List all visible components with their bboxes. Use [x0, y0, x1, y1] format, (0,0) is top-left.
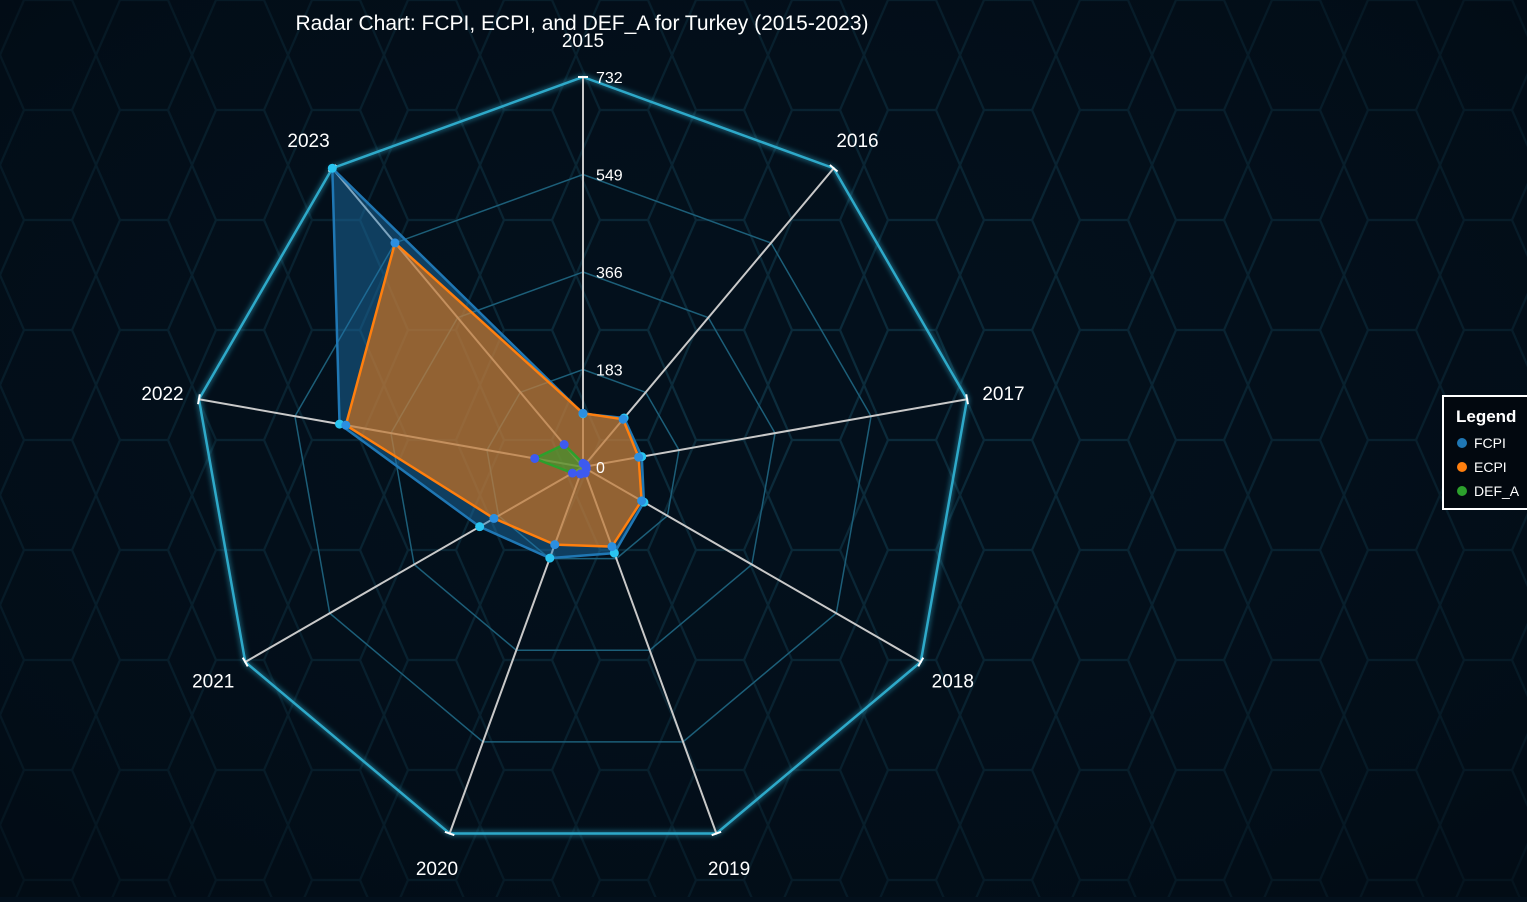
axis-tick [197, 394, 201, 405]
radar-labels: 0 183 366 549 732 2015 2016 2017 2018 2019 2020 202… [141, 31, 1024, 880]
radial-tick-label: 183 [596, 363, 623, 380]
legend-marker [1457, 462, 1467, 472]
grid-ring [294, 173, 872, 743]
data-point-def-a [559, 440, 569, 450]
data-point-def-a [530, 453, 540, 463]
data-point-ecpi [550, 540, 560, 550]
data-point-ecpi [390, 238, 400, 248]
data-point-ecpi [341, 420, 351, 430]
grid-outer-ring [197, 75, 969, 835]
legend-entry: DEF_A [1474, 483, 1520, 499]
category-label: 2016 [836, 131, 878, 152]
legend-marker [1457, 486, 1467, 496]
category-label: 2019 [708, 859, 750, 880]
category-label: 2017 [982, 384, 1024, 405]
data-point-fcpi [545, 553, 555, 563]
legend-items: FCPI ECPI DEF_A [1457, 435, 1520, 499]
data-point-ecpi [634, 452, 644, 462]
category-label: 2020 [416, 859, 458, 880]
data-point-def-a [567, 468, 577, 478]
legend-box [1442, 395, 1527, 510]
data-point-ecpi [489, 513, 499, 523]
category-label: 2021 [192, 672, 234, 693]
legend-marker [1457, 438, 1467, 448]
axis-spoke [582, 398, 968, 468]
data-point-ecpi [637, 496, 647, 506]
legend-title: Legend [1456, 407, 1516, 426]
legend-entry: FCPI [1474, 435, 1506, 451]
radial-tick-label: 366 [596, 265, 623, 282]
axis-tick [965, 394, 969, 405]
axis-tick [917, 657, 925, 667]
data-point-ecpi [618, 414, 628, 424]
data-point-def-a [575, 469, 585, 479]
category-label: 2022 [141, 384, 183, 405]
radial-tick-label: 0 [596, 460, 605, 477]
data-point-fcpi [327, 163, 337, 173]
chart-title: Radar Chart: FCPI, ECPI, and DEF_A for T… [295, 12, 868, 35]
axis-tick [241, 657, 249, 667]
data-point-ecpi [607, 542, 617, 552]
axis-tick [444, 830, 455, 837]
data-point-fcpi [475, 522, 485, 532]
radial-tick-label: 732 [596, 70, 623, 87]
legend: Legend FCPI ECPI DEF_A [1442, 395, 1527, 510]
radar-series [327, 163, 649, 563]
axis-tick [829, 164, 839, 173]
category-label: 2015 [562, 31, 604, 52]
axis-tick [711, 830, 722, 837]
radial-tick-label: 549 [596, 168, 623, 185]
category-label: 2023 [287, 131, 329, 152]
category-label: 2018 [932, 672, 974, 693]
legend-entry: ECPI [1474, 459, 1507, 475]
data-point-ecpi [578, 408, 588, 418]
